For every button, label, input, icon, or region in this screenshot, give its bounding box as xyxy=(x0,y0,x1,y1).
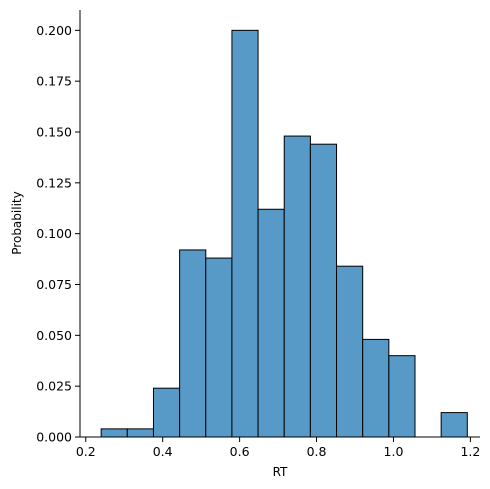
y-tick-label: 0.150 xyxy=(36,125,72,140)
histogram-bar xyxy=(388,355,416,438)
x-tick-label: 0.2 xyxy=(76,444,96,459)
histogram-bar xyxy=(257,208,285,438)
y-tick-label: 0.075 xyxy=(36,277,72,292)
histogram-bar xyxy=(440,412,468,438)
y-tick-label: 0.175 xyxy=(36,74,72,89)
histogram-bar xyxy=(205,257,233,438)
y-tick-label: 0.050 xyxy=(36,328,72,343)
y-axis-label: Probability xyxy=(10,191,24,254)
x-tick-label: 1.0 xyxy=(384,444,404,459)
x-tick-label: 0.4 xyxy=(153,444,173,459)
y-tick-label: 0.200 xyxy=(36,23,72,38)
x-tick-label: 0.6 xyxy=(230,444,250,459)
histogram-bars xyxy=(100,29,468,438)
histogram-bar xyxy=(126,428,154,438)
histogram-bar xyxy=(152,387,181,438)
x-tick-label: 0.8 xyxy=(307,444,327,459)
x-axis-ticks: 0.2 0.4 0.6 0.8 1.0 1.2 xyxy=(76,437,480,459)
y-axis-ticks: 0.000 0.025 0.050 0.075 0.100 0.125 0.150 0.175… xyxy=(36,23,80,445)
y-tick-label: 0.000 xyxy=(36,430,72,445)
x-axis-label: RT xyxy=(273,465,288,479)
histogram-bar xyxy=(309,143,338,438)
histogram-bar xyxy=(362,338,390,438)
x-tick-label: 1.2 xyxy=(460,444,480,459)
histogram-bar xyxy=(283,135,311,438)
histogram-bar xyxy=(100,428,128,438)
histogram-bar xyxy=(231,29,259,438)
y-tick-label: 0.125 xyxy=(36,175,72,190)
histogram-bar xyxy=(179,249,207,438)
y-tick-label: 0.100 xyxy=(36,226,72,241)
histogram-bar xyxy=(336,265,364,438)
y-tick-label: 0.025 xyxy=(36,379,72,394)
